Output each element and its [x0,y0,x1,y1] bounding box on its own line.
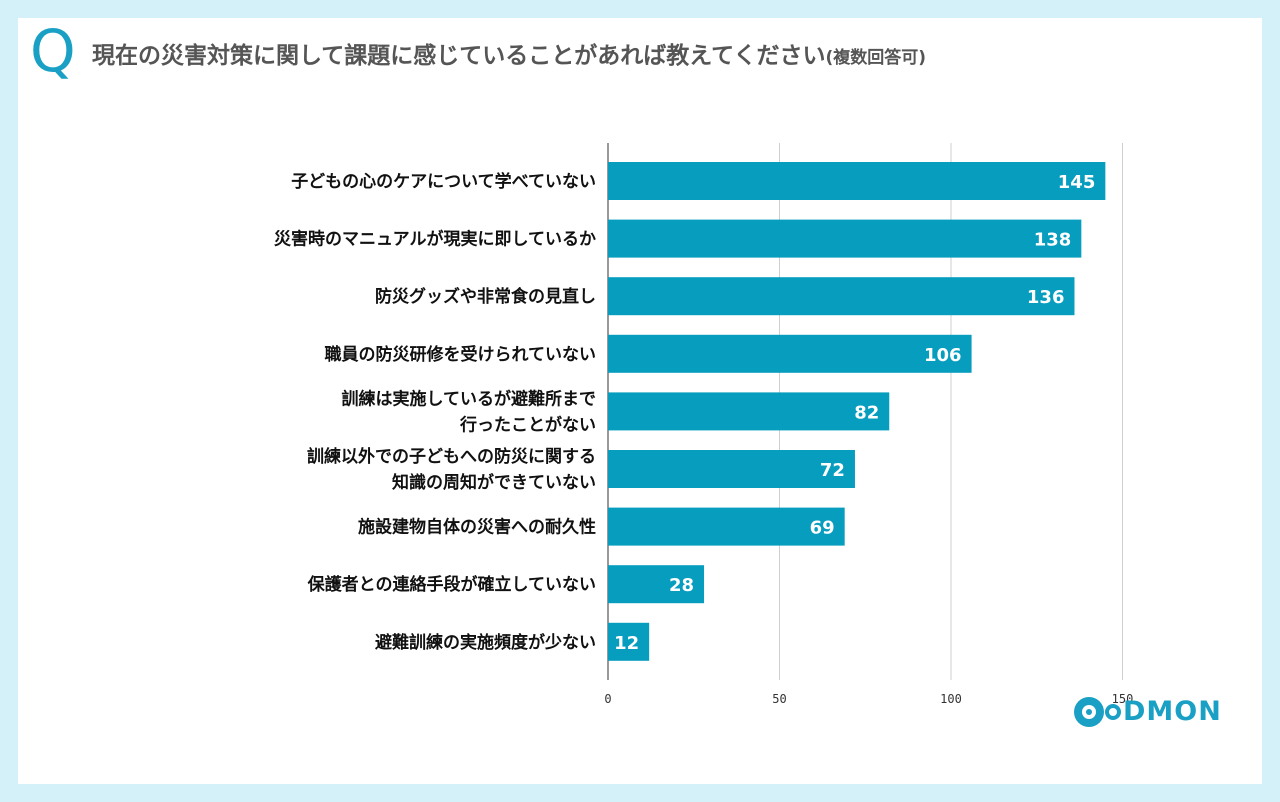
category-label: 知識の周知ができていない [391,472,596,493]
bar-value-label: 138 [1034,230,1072,251]
category-label: 訓練は実施しているが避難所まで [342,388,597,409]
question-title: 現在の災害対策に関して課題に感じていることがあれば教えてください(複数回答可) [92,36,926,70]
x-tick-label: 0 [604,692,611,706]
bar [608,219,1082,258]
question-mark-icon: Q [30,17,76,85]
bar-value-label: 106 [924,345,962,366]
bar [608,507,845,546]
bar [608,392,890,431]
bar [608,565,705,604]
category-label: 行ったことがない [459,414,596,435]
logo-eye-icon [1105,703,1121,720]
logo-text: DMON [1123,696,1222,727]
x-tick-label: 150 [1112,692,1134,706]
bar-value-label: 145 [1058,172,1096,193]
bar [608,622,650,661]
bar [608,277,1075,316]
question-text: 現在の災害対策に関して課題に感じていることがあれば教えてください [92,43,826,69]
bar-value-label: 82 [854,402,879,423]
x-tick-label: 50 [772,692,786,706]
category-label: 防災グッズや非常食の見直し [375,286,596,307]
bar [608,334,972,373]
logo-face-icon [1074,696,1104,727]
category-label: 子どもの心のケアについて学べていない [291,171,596,192]
bar-value-label: 72 [820,460,845,481]
bar-value-label: 28 [669,575,694,596]
category-label: 訓練以外での子どもへの防災に関する [307,446,596,467]
category-label: 保護者との連絡手段が確立していない [307,574,596,595]
bar-value-label: 12 [614,633,639,654]
bar-value-label: 69 [810,518,835,539]
category-label: 災害時のマニュアルが現実に即しているか [274,229,596,250]
category-label: 職員の防災研修を受けられていない [325,344,597,365]
question-note: (複数回答可) [825,48,927,68]
category-label: 施設建物自体の災害への耐久性 [358,517,596,538]
x-tick-label: 100 [940,692,962,706]
bar-value-label: 136 [1027,287,1065,308]
bar [608,162,1106,200]
category-label: 避難訓練の実施頻度が少ない [375,632,596,653]
bar [608,450,855,488]
codmon-logo: DMON [1074,696,1222,727]
